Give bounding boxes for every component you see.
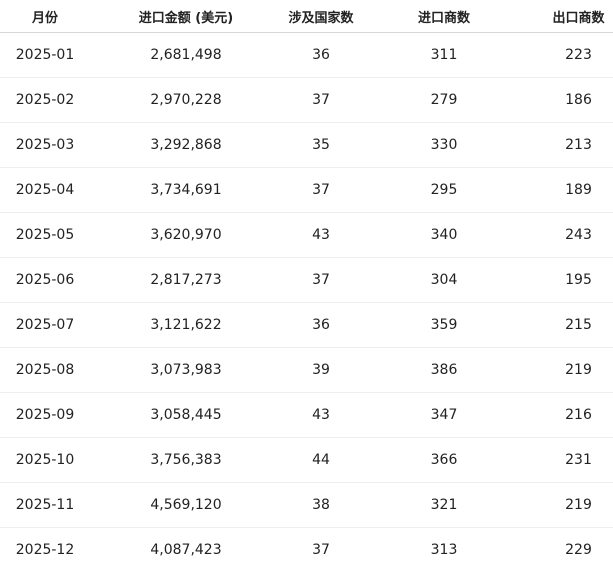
table-cell: 37 bbox=[282, 527, 360, 563]
table-row: 2025-10 3,756,383 44 366 231 bbox=[0, 437, 613, 483]
table-cell: 216 bbox=[528, 392, 613, 438]
column-header: 进口金额 (美元) bbox=[90, 0, 282, 33]
table-cell: 4,087,423 bbox=[90, 527, 282, 563]
table-cell: 219 bbox=[528, 482, 613, 528]
table-cell: 2025-02 bbox=[0, 77, 90, 123]
column-header: 涉及国家数 bbox=[282, 0, 360, 33]
table-cell: 295 bbox=[360, 167, 528, 213]
header-row: 月份 进口金额 (美元) 涉及国家数 进口商数 出口商数 bbox=[0, 0, 613, 33]
table-row: 2025-12 4,087,423 37 313 229 bbox=[0, 527, 613, 563]
table-cell: 330 bbox=[360, 122, 528, 168]
table-cell: 279 bbox=[360, 77, 528, 123]
table-cell: 189 bbox=[528, 167, 613, 213]
table-cell: 243 bbox=[528, 212, 613, 258]
table-row: 2025-04 3,734,691 37 295 189 bbox=[0, 167, 613, 213]
table-row: 2025-03 3,292,868 35 330 213 bbox=[0, 122, 613, 168]
table-cell: 43 bbox=[282, 392, 360, 438]
table-cell: 2025-04 bbox=[0, 167, 90, 213]
table-cell: 2025-06 bbox=[0, 257, 90, 303]
table-cell: 3,734,691 bbox=[90, 167, 282, 213]
table-cell: 43 bbox=[282, 212, 360, 258]
table-cell: 2025-08 bbox=[0, 347, 90, 393]
table-row: 2025-06 2,817,273 37 304 195 bbox=[0, 257, 613, 303]
table-row: 2025-09 3,058,445 43 347 216 bbox=[0, 392, 613, 438]
table-cell: 3,073,983 bbox=[90, 347, 282, 393]
table-cell: 304 bbox=[360, 257, 528, 303]
table-cell: 340 bbox=[360, 212, 528, 258]
table-row: 2025-05 3,620,970 43 340 243 bbox=[0, 212, 613, 258]
table-cell: 2025-12 bbox=[0, 527, 90, 563]
table-cell: 313 bbox=[360, 527, 528, 563]
table-cell: 38 bbox=[282, 482, 360, 528]
table-cell: 229 bbox=[528, 527, 613, 563]
table-cell: 219 bbox=[528, 347, 613, 393]
table-cell: 3,058,445 bbox=[90, 392, 282, 438]
table-cell: 2025-05 bbox=[0, 212, 90, 258]
table-cell: 36 bbox=[282, 32, 360, 78]
table-cell: 186 bbox=[528, 77, 613, 123]
table-cell: 3,121,622 bbox=[90, 302, 282, 348]
table-cell: 3,620,970 bbox=[90, 212, 282, 258]
table-cell: 311 bbox=[360, 32, 528, 78]
table-cell: 359 bbox=[360, 302, 528, 348]
table-cell: 386 bbox=[360, 347, 528, 393]
table-row: 2025-08 3,073,983 39 386 219 bbox=[0, 347, 613, 393]
table-cell: 231 bbox=[528, 437, 613, 483]
table-cell: 37 bbox=[282, 77, 360, 123]
table-cell: 2025-07 bbox=[0, 302, 90, 348]
table-cell: 2,817,273 bbox=[90, 257, 282, 303]
table-cell: 195 bbox=[528, 257, 613, 303]
table-cell: 44 bbox=[282, 437, 360, 483]
table-row: 2025-07 3,121,622 36 359 215 bbox=[0, 302, 613, 348]
table-cell: 36 bbox=[282, 302, 360, 348]
column-header: 出口商数 bbox=[528, 0, 613, 33]
table-row: 2025-02 2,970,228 37 279 186 bbox=[0, 77, 613, 123]
table-cell: 223 bbox=[528, 32, 613, 78]
table-cell: 4,569,120 bbox=[90, 482, 282, 528]
table-cell: 2025-10 bbox=[0, 437, 90, 483]
table-cell: 2025-11 bbox=[0, 482, 90, 528]
table-header: 月份 进口金额 (美元) 涉及国家数 进口商数 出口商数 bbox=[0, 0, 613, 33]
table-cell: 321 bbox=[360, 482, 528, 528]
table-cell: 2025-09 bbox=[0, 392, 90, 438]
table-cell: 213 bbox=[528, 122, 613, 168]
table-cell: 2,681,498 bbox=[90, 32, 282, 78]
table-cell: 37 bbox=[282, 257, 360, 303]
table-cell: 2025-03 bbox=[0, 122, 90, 168]
table-cell: 35 bbox=[282, 122, 360, 168]
table-cell: 39 bbox=[282, 347, 360, 393]
table-cell: 3,756,383 bbox=[90, 437, 282, 483]
table-row: 2025-11 4,569,120 38 321 219 bbox=[0, 482, 613, 528]
table-cell: 2,970,228 bbox=[90, 77, 282, 123]
table-body: 2025-01 2,681,498 36 311 223 2025-02 2,970,228… bbox=[0, 32, 613, 563]
column-header: 月份 bbox=[0, 0, 90, 33]
table-cell: 347 bbox=[360, 392, 528, 438]
table-cell: 366 bbox=[360, 437, 528, 483]
column-header: 进口商数 bbox=[360, 0, 528, 33]
table-cell: 3,292,868 bbox=[90, 122, 282, 168]
table-cell: 2025-01 bbox=[0, 32, 90, 78]
table-cell: 215 bbox=[528, 302, 613, 348]
table-row: 2025-01 2,681,498 36 311 223 bbox=[0, 32, 613, 78]
table-cell: 37 bbox=[282, 167, 360, 213]
